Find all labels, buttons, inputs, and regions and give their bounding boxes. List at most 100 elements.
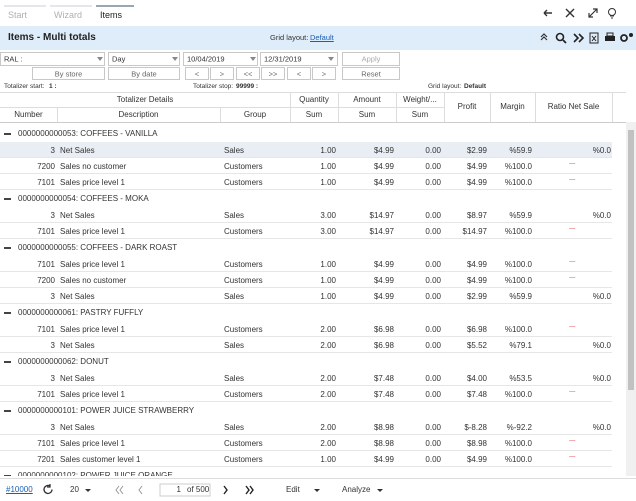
column-header[interactable]: Group: [243, 111, 267, 119]
table-row[interactable]: 7200 Sales no customer Customers 1.00 $4.99 0…: [0, 272, 612, 288]
pager-icons[interactable]: [40, 482, 390, 498]
reset-button-text: Reset: [361, 68, 381, 78]
cell: $4.99: [373, 276, 394, 285]
cell: 7101: [37, 260, 55, 269]
record-count[interactable]: #10000: [6, 485, 33, 494]
window-icons[interactable]: [540, 6, 636, 20]
cell: 3: [50, 211, 55, 220]
scroll-thumb[interactable]: [628, 130, 634, 390]
cell: 7101: [37, 178, 55, 187]
page-size[interactable]: 20: [70, 485, 79, 494]
table-row[interactable]: 7200 Sales no customer Customers 1.00 $4.99 0…: [0, 158, 612, 174]
cell: Customers: [224, 227, 263, 236]
minus-icon[interactable]: [4, 312, 11, 314]
analyze-menu[interactable]: Analyze: [342, 485, 371, 494]
tab[interactable]: Items: [100, 10, 123, 20]
cell: Net Sales: [60, 211, 95, 220]
cell: $8.98: [466, 439, 487, 448]
ratio-cell: %0.0: [592, 374, 611, 383]
cell: Customers: [224, 260, 263, 269]
table-row[interactable]: 7101 Sales price level 1 Customers 2.00 $8.9…: [0, 435, 612, 451]
column-header[interactable]: Profit: [457, 103, 477, 111]
apply-button[interactable]: Apply: [342, 52, 400, 66]
cell: Sales: [224, 374, 245, 383]
cell: %100.0: [504, 439, 532, 448]
cell: $14.97: [369, 211, 394, 220]
divider: [96, 5, 134, 7]
minus-icon[interactable]: [4, 133, 11, 135]
table-row[interactable]: 7201 Sales customer level 1 Customers 1.00 $…: [0, 451, 612, 467]
scrollbar[interactable]: [626, 122, 636, 476]
cell: $4.99: [373, 292, 394, 301]
cell: 3: [50, 423, 55, 432]
by-date-button[interactable]: By date: [108, 67, 180, 80]
nav-button[interactable]: >: [312, 67, 336, 80]
table-row[interactable]: 7101 Sales price level 1 Customers 1.00 $4.9…: [0, 256, 612, 272]
divider: [250, 57, 256, 61]
table-row[interactable]: 7101 Sales price level 1 Customers 2.00 $6.9…: [0, 321, 612, 337]
column-header[interactable]: Quantity: [299, 96, 329, 104]
tab[interactable]: Wizard: [54, 10, 83, 20]
cell: 0.00: [425, 341, 441, 350]
minus-icon[interactable]: [4, 198, 11, 200]
grid-layout-link[interactable]: Default: [310, 33, 334, 42]
ratio-cell: ----: [569, 259, 576, 265]
nav-button[interactable]: <: [185, 67, 209, 80]
cell: 3: [50, 292, 55, 301]
cell: $4.99: [373, 455, 394, 464]
by-store-button[interactable]: By store: [32, 67, 105, 80]
cell: $4.00: [466, 374, 487, 383]
table-row[interactable]: 3 Net Sales Sales 2.00 $7.48 0.00 $4.00 %53.5 %0…: [0, 370, 612, 386]
cell: 0.00: [425, 162, 441, 171]
column-header[interactable]: Weight/...: [403, 96, 437, 104]
cell: %53.5: [509, 374, 532, 383]
cell: 1.00: [320, 146, 336, 155]
table-row[interactable]: 7101 Sales price level 1 Customers 3.00 $14.…: [0, 223, 612, 239]
nav-button[interactable]: <: [287, 67, 311, 80]
table-row[interactable]: 7101 Sales price level 1 Customers 1.00 $4.9…: [0, 174, 612, 190]
table-row[interactable]: 3 Net Sales Sales 3.00 $14.97 0.00 $8.97 %59.9%…: [0, 207, 612, 223]
ratio-cell: ----: [569, 438, 576, 444]
minus-icon[interactable]: [4, 475, 11, 476]
tab[interactable]: Start: [8, 10, 28, 20]
cell: Sales no customer: [60, 276, 127, 285]
divider: [172, 57, 178, 61]
column-header[interactable]: Ratio Net Sale: [547, 103, 600, 111]
nav-button[interactable]: <<: [236, 67, 260, 80]
cell: $7.48: [373, 374, 394, 383]
cell: Sales no customer: [60, 162, 127, 171]
column-header[interactable]: Description: [118, 111, 159, 119]
table-row[interactable]: 3 Net Sales Sales 1.00 $4.99 0.00 $2.99 %59.9 %0…: [0, 288, 612, 304]
minus-icon[interactable]: [4, 361, 11, 363]
date-from-text: 10/04/2019: [187, 54, 225, 64]
column-header[interactable]: Amount: [353, 96, 381, 104]
toolbar-icons[interactable]: [538, 31, 636, 45]
cell: 2.00: [320, 341, 336, 350]
minus-icon[interactable]: [4, 410, 11, 412]
title-bar: [0, 26, 636, 50]
cell: Customers: [224, 390, 263, 399]
cell: 0.00: [425, 374, 441, 383]
nav-button-text: >>: [268, 68, 278, 78]
group-title: 0000000000101: POWER JUICE STRAWBERRY: [18, 406, 195, 415]
nav-button-text: >: [321, 68, 327, 78]
cell: 0.00: [425, 260, 441, 269]
table-row[interactable]: 3 Net Sales Sales 2.00 $6.98 0.00 $5.52 %79.1 %0…: [0, 337, 612, 353]
page-input[interactable]: 1: [176, 485, 181, 494]
table-row[interactable]: 3 Net Sales Sales 2.00 $8.98 0.00 $-8.28 %-92.2…: [0, 419, 612, 435]
table-row[interactable]: 7101 Sales price level 1 Customers 2.00 $7.4…: [0, 386, 612, 402]
reset-button[interactable]: Reset: [342, 67, 400, 80]
column-header[interactable]: Number: [14, 111, 43, 119]
nav-button-text: <: [194, 68, 200, 78]
column-header[interactable]: Margin: [500, 103, 525, 111]
cell: 7201: [37, 455, 55, 464]
divider: [0, 107, 444, 108]
minus-icon[interactable]: [4, 247, 11, 249]
cell: 1.00: [320, 162, 336, 171]
totalizer-start-value: 1 :: [49, 83, 57, 90]
nav-button[interactable]: >>: [261, 67, 285, 80]
cell: 0.00: [425, 325, 441, 334]
edit-menu[interactable]: Edit: [286, 485, 300, 494]
nav-button[interactable]: >: [210, 67, 234, 80]
table-row[interactable]: 3 Net Sales Sales 1.00 $4.99 0.00 $2.99 %59.9 %0…: [0, 142, 612, 158]
